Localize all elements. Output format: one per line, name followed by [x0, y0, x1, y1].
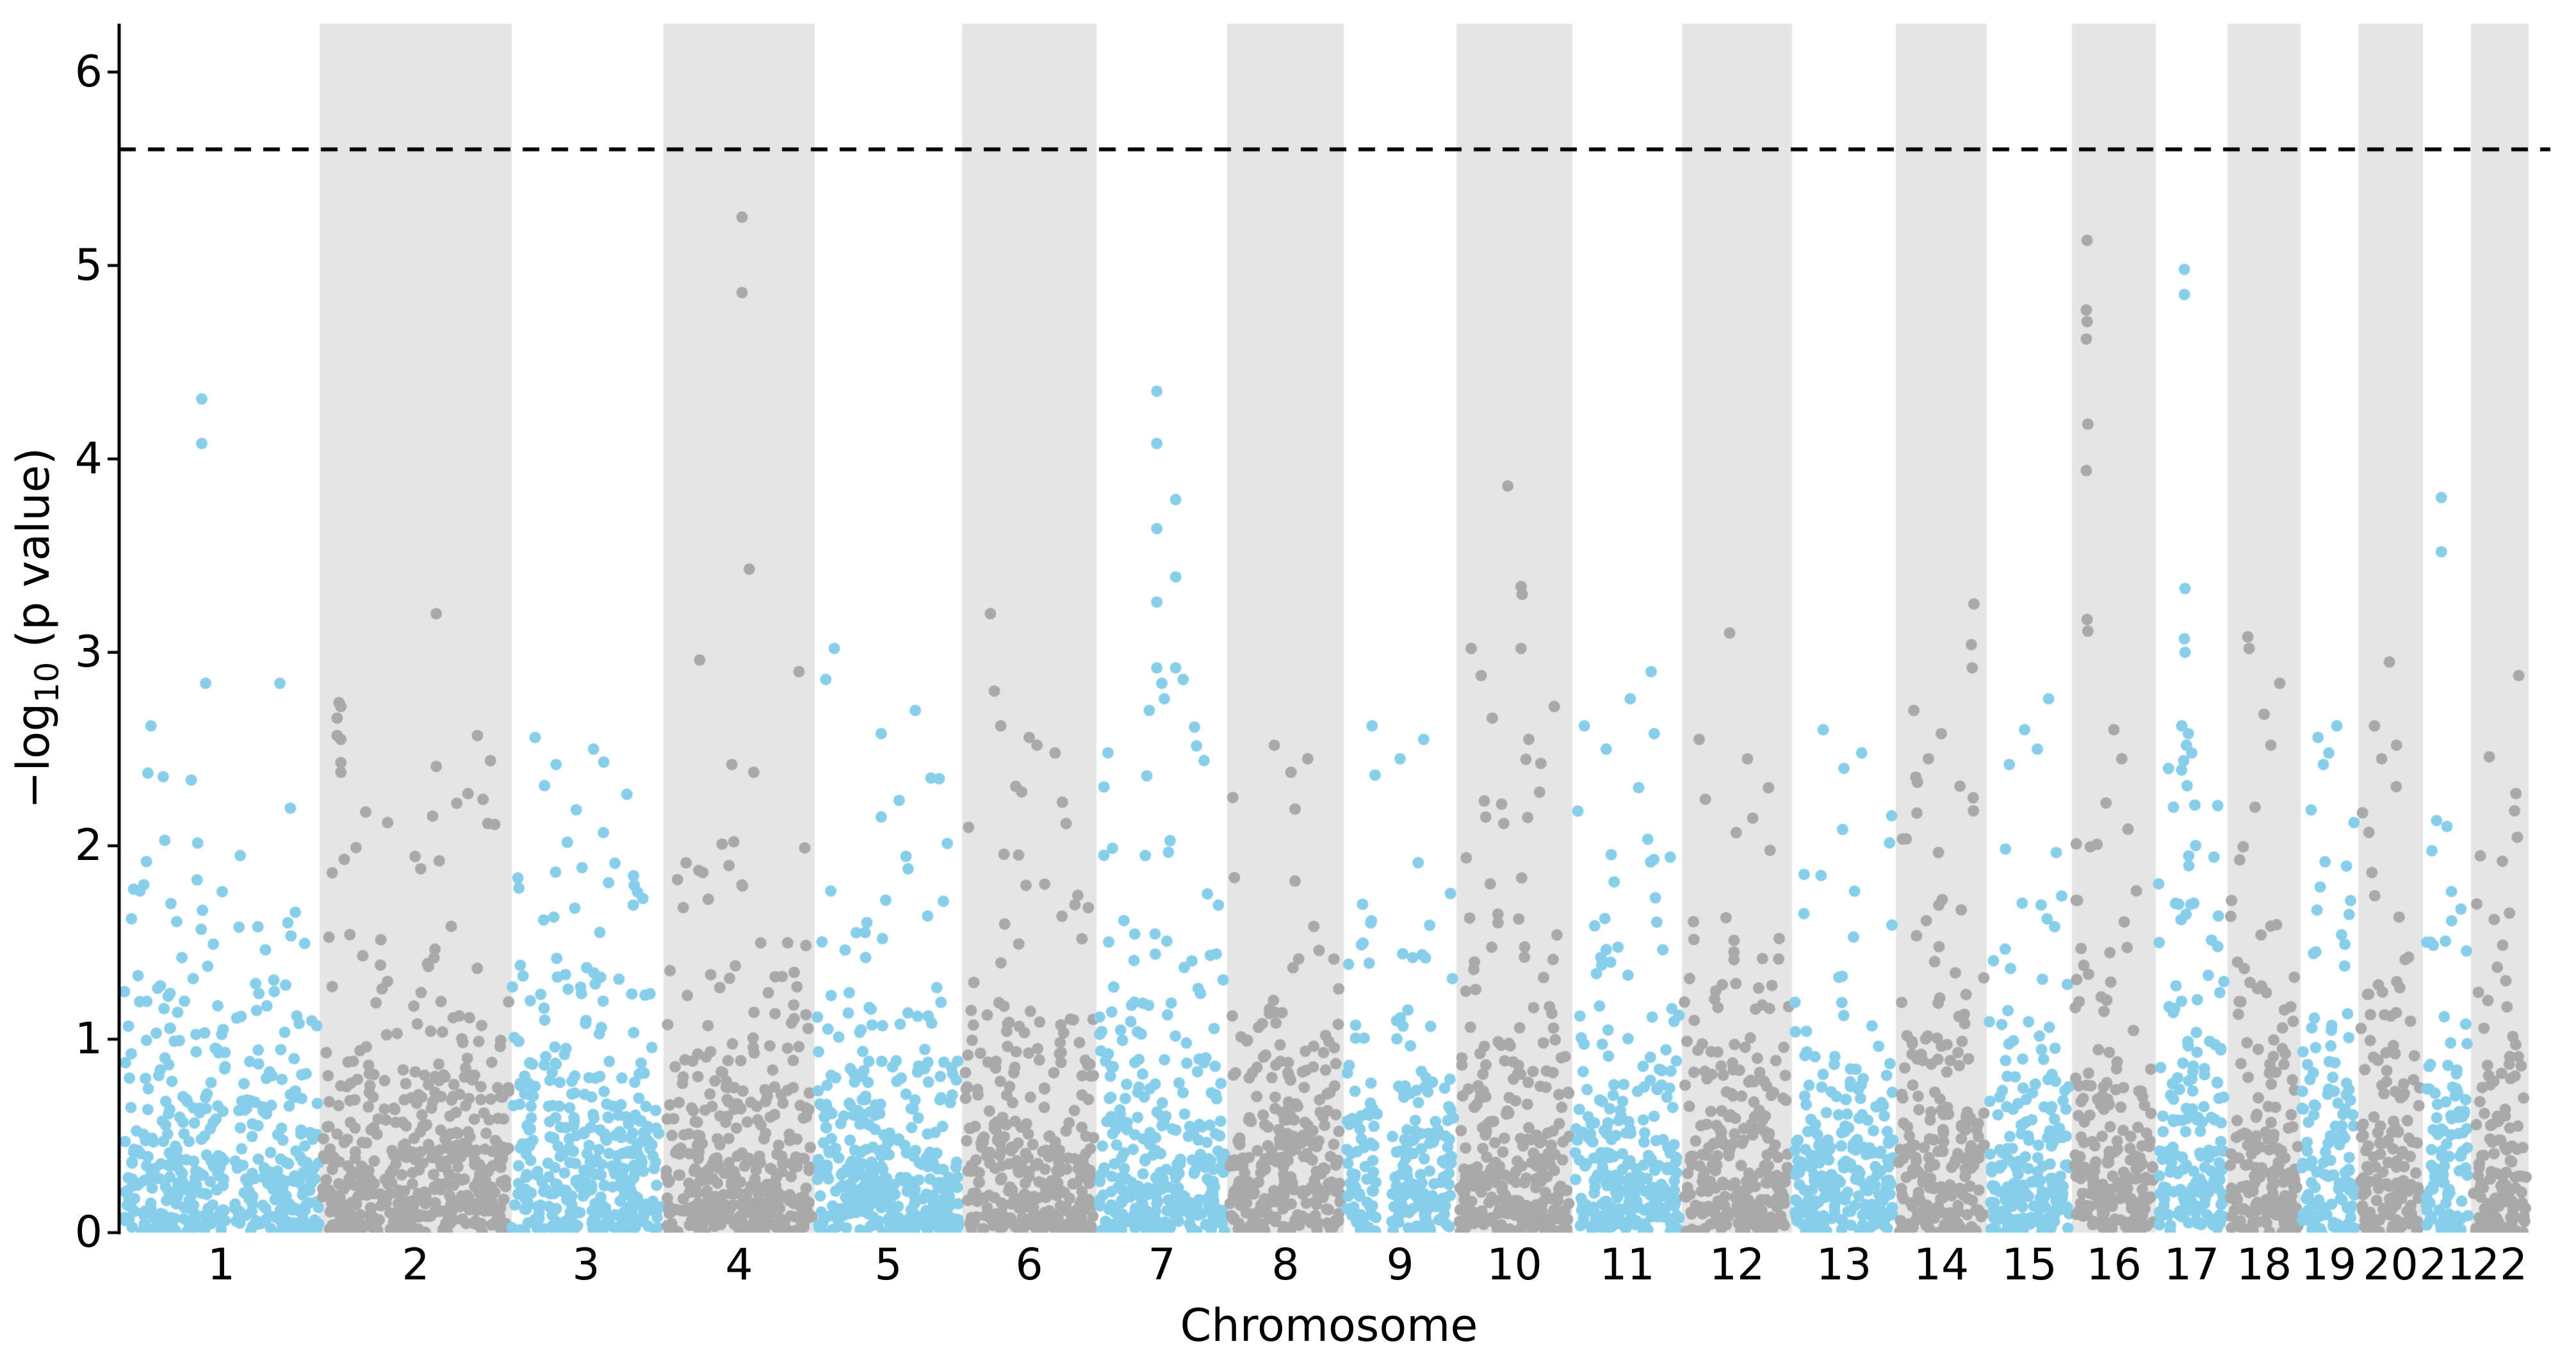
x-tick-label-21: 21 [2419, 1240, 2475, 1290]
x-tick-label-8: 8 [1271, 1240, 1300, 1290]
x-tick-label-17: 17 [2164, 1240, 2220, 1290]
y-tick-label-5: 5 [74, 239, 102, 291]
x-tick-label-4: 4 [725, 1240, 753, 1290]
x-tick-label-20: 20 [2363, 1240, 2418, 1290]
x-tick-label-6: 6 [1015, 1240, 1043, 1290]
y-tick-label-1: 1 [74, 1013, 102, 1064]
y-axis-title: −log10 (p value) [7, 448, 66, 809]
y-axis-title-suffix: (p value) [6, 447, 60, 662]
x-axis-title: Chromosome [1180, 1299, 1478, 1352]
y-axis-title-prefix: −log [6, 702, 60, 809]
x-tick-label-15: 15 [2001, 1240, 2057, 1290]
x-tick-label-9: 9 [1386, 1240, 1414, 1290]
x-tick-label-14: 14 [1913, 1240, 1969, 1290]
y-tick-label-0: 0 [74, 1207, 102, 1258]
x-tick-label-12: 12 [1709, 1240, 1765, 1290]
y-tick-label-3: 3 [74, 626, 102, 677]
x-tick-label-19: 19 [2301, 1240, 2357, 1290]
x-tick-label-11: 11 [1599, 1240, 1655, 1290]
x-tick-labels: 1 2 3 4 5 6 7 8 9 10 11 12 13 14 15 16 17 18 19 20 21 22 [0, 1244, 2576, 1295]
y-tick-labels: 0 1 2 3 4 5 6 [0, 0, 102, 1362]
x-tick-label-3: 3 [572, 1240, 600, 1290]
x-tick-label-2: 2 [402, 1240, 430, 1290]
x-tick-label-16: 16 [2086, 1240, 2142, 1290]
x-tick-label-10: 10 [1487, 1240, 1542, 1290]
x-tick-label-22: 22 [2472, 1240, 2528, 1290]
y-tick-label-4: 4 [74, 433, 102, 484]
y-tick-label-6: 6 [74, 46, 102, 97]
y-axis-title-subscript: 10 [28, 661, 66, 703]
x-tick-label-13: 13 [1816, 1240, 1872, 1290]
x-tick-label-5: 5 [874, 1240, 902, 1290]
x-tick-label-18: 18 [2236, 1240, 2292, 1290]
x-tick-label-1: 1 [207, 1240, 236, 1290]
y-tick-label-2: 2 [74, 820, 102, 871]
x-tick-label-7: 7 [1148, 1240, 1176, 1290]
